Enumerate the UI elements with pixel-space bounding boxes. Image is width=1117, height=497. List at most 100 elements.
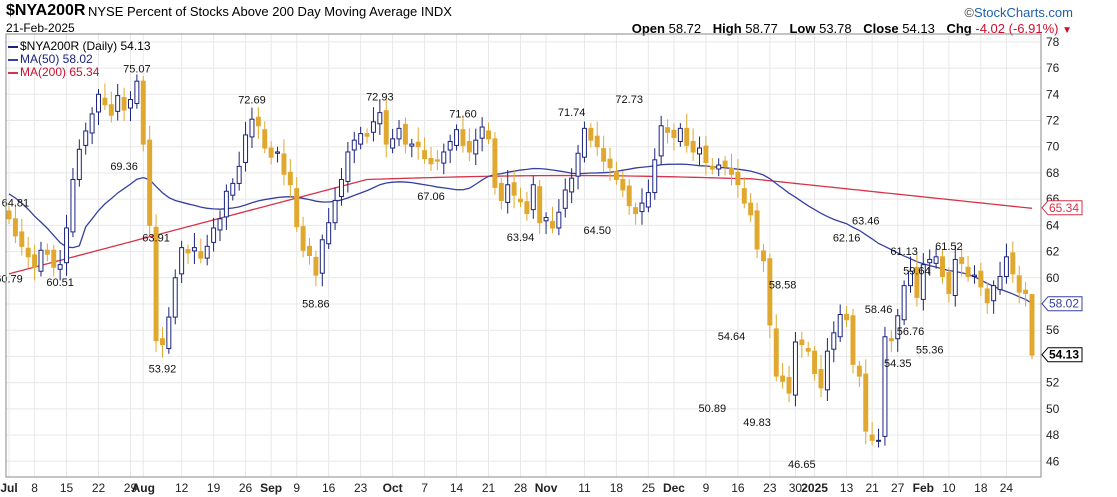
candle-body bbox=[652, 159, 658, 194]
candle-body bbox=[332, 199, 338, 224]
y-tick-label: 64 bbox=[1046, 218, 1060, 232]
y-tick-label: 78 bbox=[1046, 35, 1060, 49]
candle-body bbox=[428, 158, 434, 165]
x-tick-label: 27 bbox=[891, 481, 905, 495]
candle-body bbox=[978, 270, 984, 288]
candle-body bbox=[562, 189, 568, 209]
price-annotation: 63.94 bbox=[507, 232, 535, 244]
candle-body bbox=[89, 113, 95, 134]
candle-body bbox=[345, 151, 351, 182]
high-value: 58.77 bbox=[745, 21, 778, 36]
price-annotation: 72.93 bbox=[366, 91, 394, 103]
candle-body bbox=[447, 140, 453, 151]
candle-body bbox=[172, 277, 178, 318]
candle-body bbox=[505, 184, 511, 203]
down-triangle-icon: ▼ bbox=[1062, 25, 1072, 36]
candle-body bbox=[102, 97, 108, 106]
candle-body bbox=[230, 182, 236, 196]
ma50-tag bbox=[1041, 296, 1083, 312]
x-tick-label: 14 bbox=[450, 481, 464, 495]
candle-body bbox=[338, 178, 344, 198]
candle-body bbox=[767, 258, 773, 326]
price-annotation: 50.89 bbox=[699, 403, 727, 415]
x-tick-label: 22 bbox=[92, 481, 106, 495]
candle-body bbox=[454, 129, 460, 146]
y-tick-label: 70 bbox=[1046, 140, 1060, 154]
x-tick-label: 13 bbox=[840, 481, 854, 495]
candle-body bbox=[850, 315, 856, 365]
candle-body bbox=[729, 167, 734, 175]
candle-body bbox=[665, 127, 671, 133]
candle-body bbox=[127, 99, 133, 109]
candle-body bbox=[780, 375, 786, 382]
y-tick-label: 50 bbox=[1046, 402, 1060, 416]
candle-body bbox=[991, 285, 997, 302]
x-tick-label: Oct bbox=[383, 481, 403, 495]
x-tick-label: Jul bbox=[0, 481, 17, 495]
candle-body bbox=[179, 247, 185, 275]
candle-body bbox=[300, 226, 306, 251]
candle-body bbox=[549, 220, 555, 229]
x-tick-label: 18 bbox=[610, 481, 624, 495]
candle-body bbox=[38, 249, 44, 272]
candle-body bbox=[434, 159, 440, 162]
candle-body bbox=[824, 350, 830, 391]
ma200-tag bbox=[1041, 200, 1083, 216]
candle-body bbox=[786, 376, 792, 394]
candle-body bbox=[358, 133, 364, 145]
price-annotation: 71.60 bbox=[449, 109, 477, 121]
ohlc-summary: Open 58.72 High 58.77 Low 53.78 Close 54… bbox=[631, 21, 1072, 36]
symbol-description: NYSE Percent of Stocks Above 200 Day Mov… bbox=[88, 4, 452, 19]
candle-body bbox=[275, 151, 281, 154]
chart-legend: $NYA200R (Daily) 54.13 MA(50) 58.02 MA(2… bbox=[8, 40, 151, 79]
candle-body bbox=[44, 249, 50, 255]
candle-body bbox=[268, 147, 274, 158]
candle-body bbox=[473, 139, 479, 155]
candle-body bbox=[633, 207, 639, 215]
legend-price: $NYA200R (Daily) 54.13 bbox=[8, 40, 151, 53]
candle-body bbox=[64, 227, 70, 264]
candle-body bbox=[166, 316, 172, 350]
price-annotation: 58.58 bbox=[769, 279, 797, 291]
candle-body bbox=[191, 247, 197, 252]
x-tick-label: 21 bbox=[482, 481, 496, 495]
symbol-title: $NYA200R bbox=[6, 2, 86, 19]
x-tick-label: 28 bbox=[514, 481, 528, 495]
candles bbox=[6, 74, 1035, 448]
price-annotation: 71.74 bbox=[558, 107, 586, 119]
candle-body bbox=[876, 439, 882, 442]
candle-body bbox=[927, 258, 933, 264]
candle-body bbox=[837, 313, 843, 338]
y-tick-label: 60 bbox=[1046, 271, 1060, 285]
candle-body bbox=[294, 188, 300, 228]
brand-logo[interactable]: ©StockCharts.com bbox=[964, 5, 1073, 20]
candle-body bbox=[1010, 252, 1016, 275]
candle-body bbox=[844, 313, 850, 321]
candle-body bbox=[1023, 289, 1029, 295]
x-tick-label: 8 bbox=[31, 481, 38, 495]
chart-header: $NYA200R NYSE Percent of Stocks Above 20… bbox=[0, 0, 1117, 38]
price-annotation: 75.07 bbox=[123, 63, 151, 75]
candle-body bbox=[185, 249, 191, 254]
x-tick-label: Sep bbox=[260, 481, 282, 495]
price-annotation: 58.46 bbox=[865, 304, 893, 316]
candle-body bbox=[12, 218, 18, 237]
candle-body bbox=[1029, 294, 1035, 356]
candle-body bbox=[326, 222, 332, 245]
candle-body bbox=[671, 129, 677, 139]
candle-body bbox=[415, 141, 421, 148]
candle-body bbox=[677, 127, 683, 142]
candle-body bbox=[908, 270, 914, 287]
price-annotation: 54.64 bbox=[718, 331, 746, 343]
candle-body bbox=[287, 171, 293, 186]
candle-body bbox=[83, 130, 89, 146]
legend-ma50: MA(50) 58.02 bbox=[8, 53, 151, 66]
x-tick-label: 16 bbox=[731, 481, 745, 495]
candle-body bbox=[147, 139, 153, 226]
ma200-tag-label: 65.34 bbox=[1049, 201, 1079, 215]
candle-body bbox=[153, 226, 159, 342]
candle-body bbox=[575, 152, 581, 177]
candle-body bbox=[32, 254, 38, 268]
open-value: 58.72 bbox=[668, 21, 702, 36]
